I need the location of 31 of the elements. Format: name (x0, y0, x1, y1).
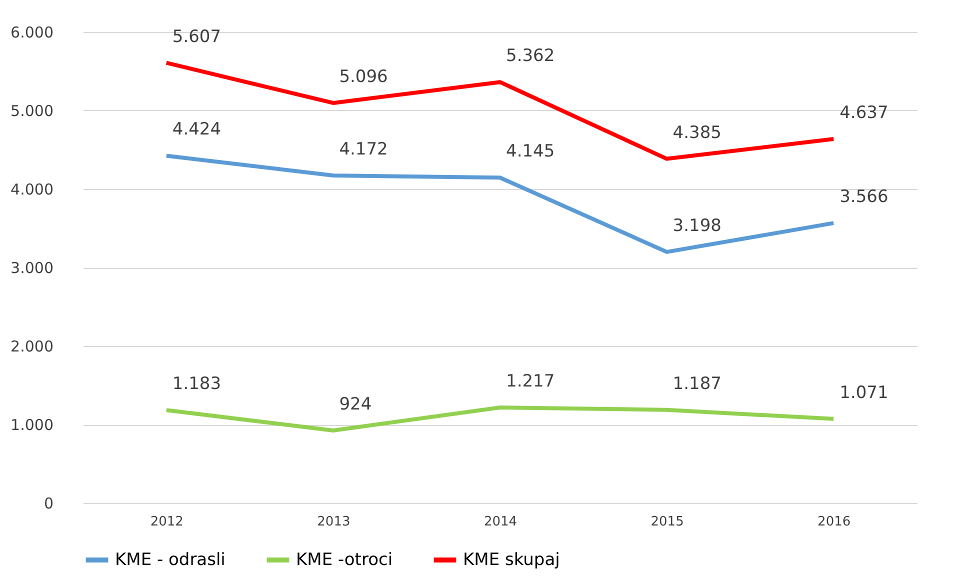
x-tick-label: 2013 (317, 514, 350, 530)
data-label: 4.637 (840, 102, 888, 123)
data-label: 4.172 (339, 140, 388, 160)
data-label: 4.424 (172, 120, 222, 140)
data-label: 3.198 (672, 216, 722, 236)
data-label: 4.145 (506, 142, 555, 162)
y-tick-label: 1.000 (10, 416, 54, 434)
x-tick-label: 2014 (484, 514, 518, 530)
legend-label: KME -otroci (296, 550, 393, 570)
y-tick-label: 2.000 (10, 338, 54, 356)
line-series (164, 60, 836, 161)
data-label: 1.217 (506, 371, 555, 392)
data-label: 4.385 (672, 122, 722, 143)
x-tick-label: 2012 (150, 514, 184, 530)
data-label: 1.183 (172, 374, 222, 394)
data-label: 5.607 (172, 26, 222, 47)
x-tick-label: 2015 (650, 514, 684, 530)
data-label: 5.096 (339, 66, 388, 87)
y-tick-label: 3.000 (10, 259, 54, 277)
x-tick-label: 2016 (818, 514, 851, 530)
legend-label: KME skupaj (463, 550, 560, 570)
data-label: 1.071 (840, 382, 888, 403)
y-tick-label: 4.000 (10, 180, 54, 198)
data-label: 3.566 (840, 187, 888, 208)
y-tick-label: 5.000 (10, 102, 54, 120)
y-tick-label: 0 (44, 494, 54, 512)
y-tick-label: 6.000 (10, 24, 54, 42)
data-label: 924 (339, 394, 372, 414)
data-label: 5.362 (506, 46, 555, 66)
legend-label: KME - odrasli (115, 550, 226, 570)
data-label: 1.187 (672, 374, 722, 394)
